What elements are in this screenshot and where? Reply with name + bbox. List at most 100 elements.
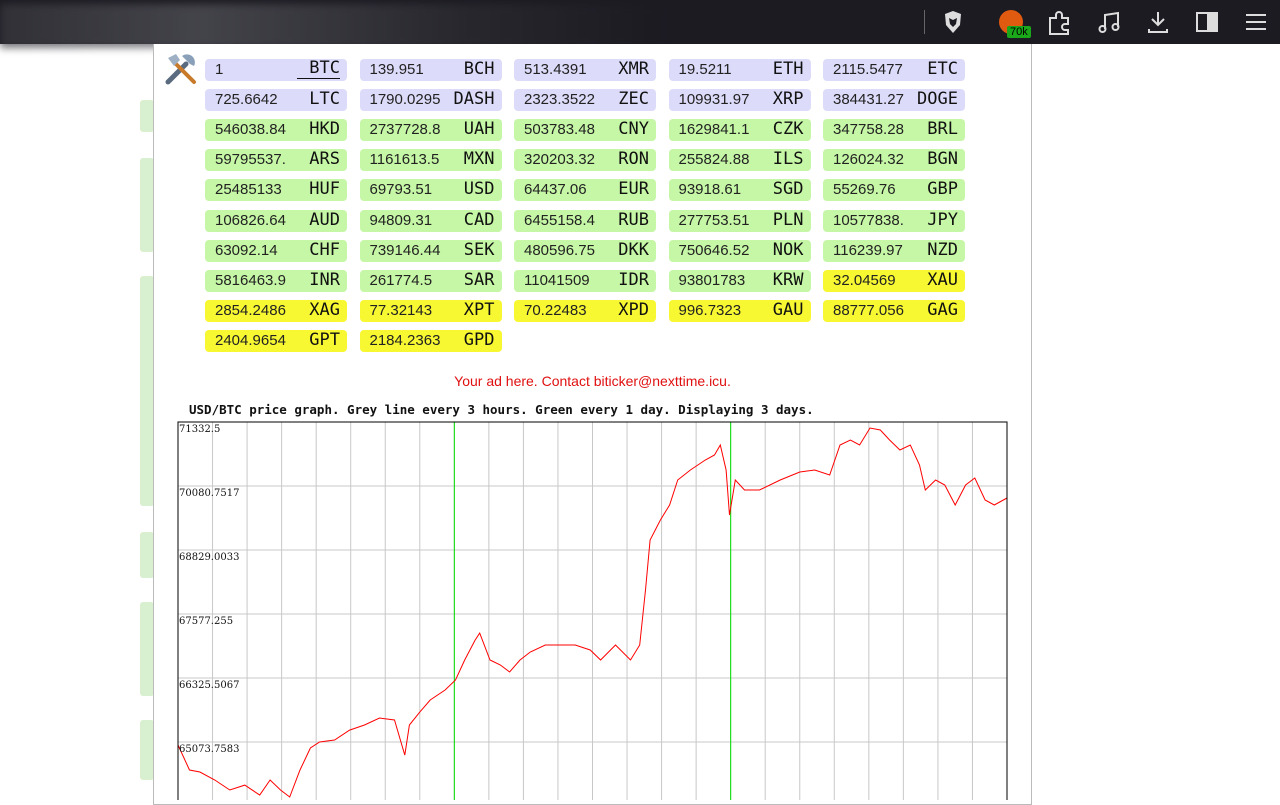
ticker-cell[interactable]: 139.951 BCH — [359, 59, 502, 81]
page-block — [140, 720, 154, 780]
ticker-cell[interactable]: 1161613.5 MXN — [359, 149, 502, 172]
ticker-value: 63092.14 — [215, 241, 278, 259]
ticker-cell[interactable]: 996.7323 GAU — [668, 299, 811, 322]
ticker-code: GAG — [927, 299, 958, 320]
separator — [924, 10, 925, 34]
ticker-cell[interactable]: 739146.44 SEK — [359, 239, 502, 262]
ad-text[interactable]: Your ad here. Contact biticker@nexttime.… — [454, 373, 731, 389]
ticker-cell[interactable]: 277753.51 PLN — [668, 209, 811, 232]
ticker-cell[interactable]: 5816463.9 INR — [205, 269, 347, 292]
ticker-cell[interactable]: 347758.28 BRL — [823, 119, 965, 142]
ticker-cell[interactable]: 2184.2363 GPD — [359, 329, 502, 352]
ticker-cell[interactable]: 513.4391 XMR — [514, 59, 656, 81]
ticker-cell[interactable]: 725.6642 LTC — [205, 89, 347, 112]
ticker-cell[interactable]: 2115.5477 ETC — [823, 59, 965, 81]
ticker-value: 11041509 — [524, 271, 590, 289]
ticker-cell[interactable]: 116239.97 NZD — [823, 239, 965, 262]
browser-toolbar: 70k — [0, 0, 1280, 48]
blurred-tabs — [0, 4, 660, 48]
ticker-code: GBP — [927, 179, 958, 200]
ticker-cell[interactable]: 1790.0295 DASH — [359, 89, 502, 112]
ticker-value: 2404.9654 — [215, 331, 286, 349]
graph-title: USD/BTC price graph. Grey line every 3 h… — [189, 402, 814, 417]
ticker-cell[interactable]: 255824.88 ILS — [668, 149, 811, 172]
ticker-value: 2737728.8 — [369, 121, 441, 139]
ticker-cell[interactable]: 88777.056 GAG — [823, 299, 965, 322]
ticker-value: 320203.32 — [524, 151, 595, 169]
ticker-cell[interactable]: 70.22483 XPD — [514, 299, 656, 322]
ticker-cell[interactable]: 69793.51 USD — [359, 179, 502, 202]
ticker-code: CHF — [309, 239, 340, 260]
ticker-code: BRL — [927, 119, 958, 140]
ticker-cell[interactable]: 11041509 IDR — [514, 269, 656, 292]
ticker-code: XPT — [463, 299, 495, 320]
ticker-value: 10577838. — [833, 211, 904, 229]
y-tick-label: 68829.0033 — [179, 552, 239, 563]
ticker-value: 750646.52 — [678, 241, 750, 259]
page-block — [140, 602, 154, 696]
y-tick-label: 65073.7583 — [179, 744, 239, 755]
ticker-cell[interactable]: 25485133 HUF — [205, 179, 347, 202]
ticker-value: 2184.2363 — [369, 331, 441, 349]
page-block — [140, 532, 154, 578]
ticker-cell[interactable]: 63092.14 CHF — [205, 239, 347, 262]
ticker-code: XAU — [927, 269, 958, 290]
ticker-cell[interactable]: 126024.32 BGN — [823, 149, 965, 172]
ticker-value: 94809.31 — [369, 211, 433, 229]
ticker-code: BCH — [463, 59, 495, 79]
sidebar-icon[interactable] — [1194, 9, 1222, 37]
ticker-code: CNY — [618, 119, 649, 140]
ticker-cell[interactable]: 109931.97 XRP — [668, 89, 811, 112]
ticker-value: 126024.32 — [833, 151, 904, 169]
ticker-value: 2323.3522 — [524, 91, 595, 109]
ticker-code: ILS — [772, 149, 804, 170]
biticker-extension-button[interactable]: 70k — [993, 6, 1037, 44]
ticker-cell[interactable]: 2737728.8 UAH — [359, 119, 502, 142]
ticker-cell[interactable]: 2323.3522 ZEC — [514, 89, 656, 112]
ticker-cell[interactable]: 384431.27 DOGE — [823, 89, 965, 112]
ticker-cell[interactable]: 1 BTC — [205, 59, 347, 81]
ticker-cell[interactable]: 1629841.1 CZK — [668, 119, 811, 142]
ticker-cell[interactable]: 261774.5 SAR — [359, 269, 502, 292]
ticker-code: AUD — [309, 209, 340, 230]
ticker-value: 546038.84 — [215, 121, 286, 139]
ticker-value: 739146.44 — [369, 241, 441, 259]
ticker-cell[interactable]: 93918.61 SGD — [668, 179, 811, 202]
ticker-value: 480596.75 — [524, 241, 595, 259]
ticker-cell[interactable]: 2404.9654 GPT — [205, 329, 347, 352]
ticker-cell[interactable]: 10577838. JPY — [823, 209, 965, 232]
ticker-cell[interactable]: 64437.06 EUR — [514, 179, 656, 202]
ticker-cell[interactable]: 19.5211 ETH — [668, 59, 811, 81]
ticker-cell[interactable]: 6455158.4 RUB — [514, 209, 656, 232]
ticker-code: ETC — [927, 59, 958, 79]
ticker-cell[interactable]: 106826.64 AUD — [205, 209, 347, 232]
ticker-code: SAR — [463, 269, 495, 290]
ticker-cell[interactable]: 94809.31 CAD — [359, 209, 502, 232]
ticker-code: DKK — [618, 239, 649, 260]
ticker-value: 1790.0295 — [369, 91, 441, 109]
ticker-value: 93801783 — [678, 271, 746, 289]
ticker-value: 503783.48 — [524, 121, 595, 139]
ticker-code: HKD — [309, 119, 340, 140]
menu-icon[interactable] — [1243, 9, 1271, 37]
brave-shields-icon[interactable] — [940, 9, 966, 35]
ticker-cell[interactable]: 546038.84 HKD — [205, 119, 347, 142]
ticker-value: 109931.97 — [678, 91, 750, 109]
ticker-cell[interactable]: 2854.2486 XAG — [205, 299, 347, 322]
media-icon[interactable] — [1096, 9, 1124, 37]
ticker-value: 69793.51 — [369, 181, 433, 199]
ticker-cell[interactable]: 77.32143 XPT — [359, 299, 502, 322]
settings-tools-icon[interactable] — [162, 50, 200, 88]
ticker-cell[interactable]: 55269.76 GBP — [823, 179, 965, 202]
ticker-cell[interactable]: 32.04569 XAU — [823, 269, 965, 292]
extensions-icon[interactable] — [1046, 9, 1074, 37]
downloads-icon[interactable] — [1145, 9, 1173, 37]
ticker-value: 88777.056 — [833, 301, 904, 319]
ticker-cell[interactable]: 93801783 KRW — [668, 269, 811, 292]
ticker-cell[interactable]: 480596.75 DKK — [514, 239, 656, 262]
ticker-cell[interactable]: 750646.52 NOK — [668, 239, 811, 262]
ticker-value: 32.04569 — [833, 271, 896, 289]
ticker-cell[interactable]: 59795537. ARS — [205, 149, 347, 172]
ticker-cell[interactable]: 320203.32 RON — [514, 149, 656, 172]
ticker-cell[interactable]: 503783.48 CNY — [514, 119, 656, 142]
